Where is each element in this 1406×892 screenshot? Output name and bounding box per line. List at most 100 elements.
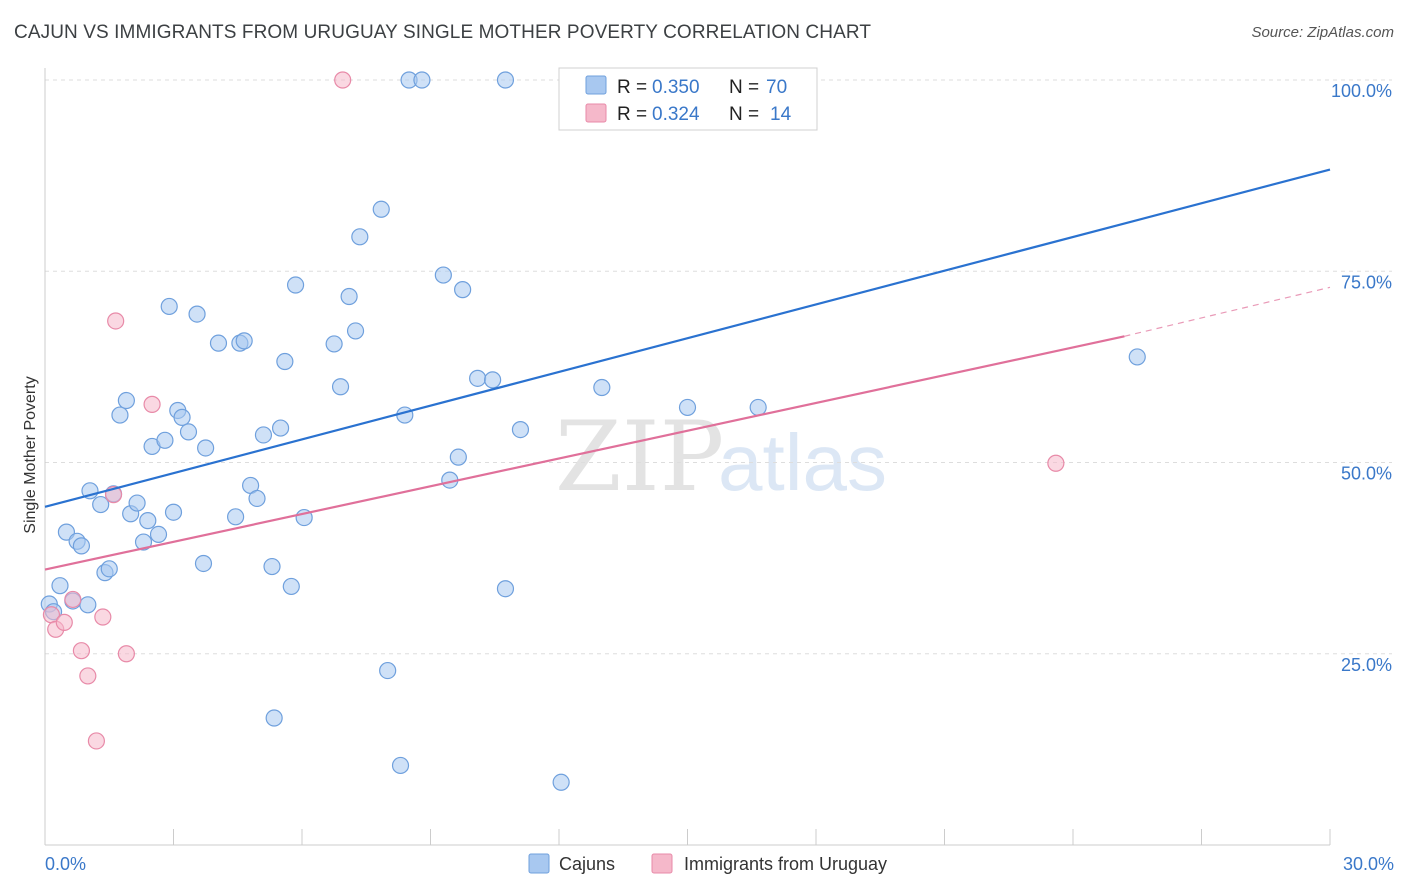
- bottom-legend-swatch-cajuns: [528, 853, 550, 874]
- trendline-uruguay: [44, 335, 1125, 571]
- uruguay-point-12: [334, 71, 352, 89]
- cajun-point-41: [282, 577, 300, 596]
- cajun-point-16: [128, 494, 146, 512]
- legend-n-label-1: N =: [729, 104, 759, 125]
- cajun-point-66: [593, 378, 611, 397]
- cajun-point-39: [271, 419, 290, 437]
- source-label: Source: ZipAtlas.com: [1251, 24, 1394, 41]
- trendlines: [44, 168, 1331, 571]
- legend-r-value-0: 0.350: [652, 77, 700, 98]
- cajun-point-64: [552, 773, 570, 791]
- cajun-point-57: [449, 448, 467, 466]
- bottom-legend-label-cajuns: Cajuns: [559, 854, 615, 874]
- uruguay-point-10: [117, 645, 135, 663]
- cajun-point-27: [188, 305, 206, 323]
- cajun-point-48: [351, 228, 369, 246]
- cajun-point-46: [340, 287, 358, 306]
- cajun-point-69: [1128, 348, 1146, 366]
- cajun-point-26: [179, 423, 198, 441]
- cajun-point-68: [749, 398, 767, 417]
- cajun-point-44: [325, 335, 343, 353]
- uruguay-point-11: [143, 395, 161, 413]
- cajun-point-47: [346, 322, 365, 340]
- axes: 25.0% 50.0% 75.0% 100.0% 0.0% 30.0%: [44, 68, 1394, 874]
- legend-r-label-1: R =: [617, 104, 647, 125]
- cajun-point-2: [51, 577, 69, 595]
- cajun-point-67: [678, 398, 697, 417]
- y-tick-label-75: 75.0%: [1341, 272, 1392, 292]
- uruguay-point-2: [55, 613, 73, 631]
- cajun-point-18: [139, 512, 157, 530]
- cajun-point-45: [331, 378, 350, 396]
- cajun-point-40: [276, 352, 294, 371]
- bottom-legend-label-uruguay: Immigrants from Uruguay: [684, 854, 887, 874]
- uruguay-point-6: [87, 732, 106, 750]
- cajun-point-28: [194, 554, 213, 573]
- x-tick-label-30: 30.0%: [1343, 854, 1394, 874]
- cajun-point-25: [173, 408, 191, 426]
- y-tick-label-50: 50.0%: [1341, 464, 1392, 484]
- cajun-point-35: [248, 489, 266, 508]
- cajun-point-13: [111, 406, 129, 424]
- watermark-zip: ZIP: [555, 401, 724, 513]
- legend-r-label-0: R =: [617, 77, 647, 98]
- cajun-point-23: [164, 503, 183, 521]
- cajun-point-50: [379, 661, 397, 680]
- cajun-point-36: [254, 426, 273, 444]
- uruguay-point-5: [79, 667, 97, 685]
- y-tick-label-100: 100.0%: [1331, 81, 1392, 101]
- uruguay-point-7: [94, 608, 112, 626]
- cajun-point-58: [454, 281, 472, 299]
- cajun-point-49: [372, 200, 390, 218]
- cajun-point-29: [197, 439, 215, 457]
- cajun-point-55: [434, 266, 452, 284]
- legend-swatch-uruguay: [585, 103, 607, 123]
- cajun-point-51: [391, 756, 410, 775]
- y-tick-label-25: 25.0%: [1341, 655, 1392, 675]
- cajun-point-37: [263, 557, 281, 576]
- cajun-point-52: [396, 406, 414, 424]
- trendline-uruguay-extension: [1124, 286, 1331, 337]
- bottom-legend: Cajuns Immigrants from Uruguay: [528, 853, 887, 874]
- cajun-point-6: [72, 537, 91, 555]
- cajun-point-11: [100, 560, 118, 578]
- legend-r-value-1: 0.324: [652, 104, 700, 125]
- cajun-point-62: [496, 71, 515, 89]
- legend-n-value-1: 14: [770, 104, 792, 125]
- watermark-atlas: atlas: [718, 418, 887, 507]
- uruguay-point-3: [64, 590, 82, 609]
- x-tick-label-0: 0.0%: [45, 854, 86, 874]
- cajun-point-9: [92, 495, 110, 514]
- uruguay-point-4: [72, 642, 91, 660]
- cajun-point-31: [227, 508, 245, 526]
- gridlines: [45, 79, 1392, 655]
- watermark: ZIP atlas: [555, 401, 887, 513]
- cajun-point-20: [149, 525, 168, 544]
- legend-n-label-0: N =: [729, 77, 759, 98]
- uruguay-point-13: [1047, 454, 1065, 472]
- legend: R = 0.350 N = 70 R = 0.324 N = 14: [558, 67, 818, 131]
- cajun-point-33: [235, 332, 253, 350]
- cajun-point-60: [484, 371, 502, 389]
- cajun-point-54: [413, 71, 431, 89]
- cajun-point-63: [511, 421, 530, 439]
- cajun-point-38: [265, 709, 283, 727]
- cajun-point-42: [286, 276, 305, 294]
- bottom-legend-swatch-uruguay: [651, 853, 673, 874]
- uruguay-point-9: [107, 312, 125, 330]
- y-axis-title: Single Mother Poverty: [22, 376, 39, 533]
- cajun-point-14: [117, 391, 135, 410]
- y-axis-title-group: Single Mother Poverty: [22, 376, 39, 533]
- data-points: [40, 71, 1146, 791]
- trendline-cajuns: [44, 168, 1331, 508]
- legend-n-value-0: 70: [766, 77, 787, 98]
- legend-swatch-cajuns: [585, 75, 607, 95]
- cajun-point-17: [134, 533, 153, 551]
- cajun-point-61: [496, 580, 515, 598]
- cajun-point-21: [156, 431, 174, 449]
- cajun-point-7: [79, 596, 97, 614]
- cajun-point-59: [469, 369, 487, 387]
- cajun-point-22: [160, 297, 178, 316]
- cajun-point-30: [209, 334, 228, 352]
